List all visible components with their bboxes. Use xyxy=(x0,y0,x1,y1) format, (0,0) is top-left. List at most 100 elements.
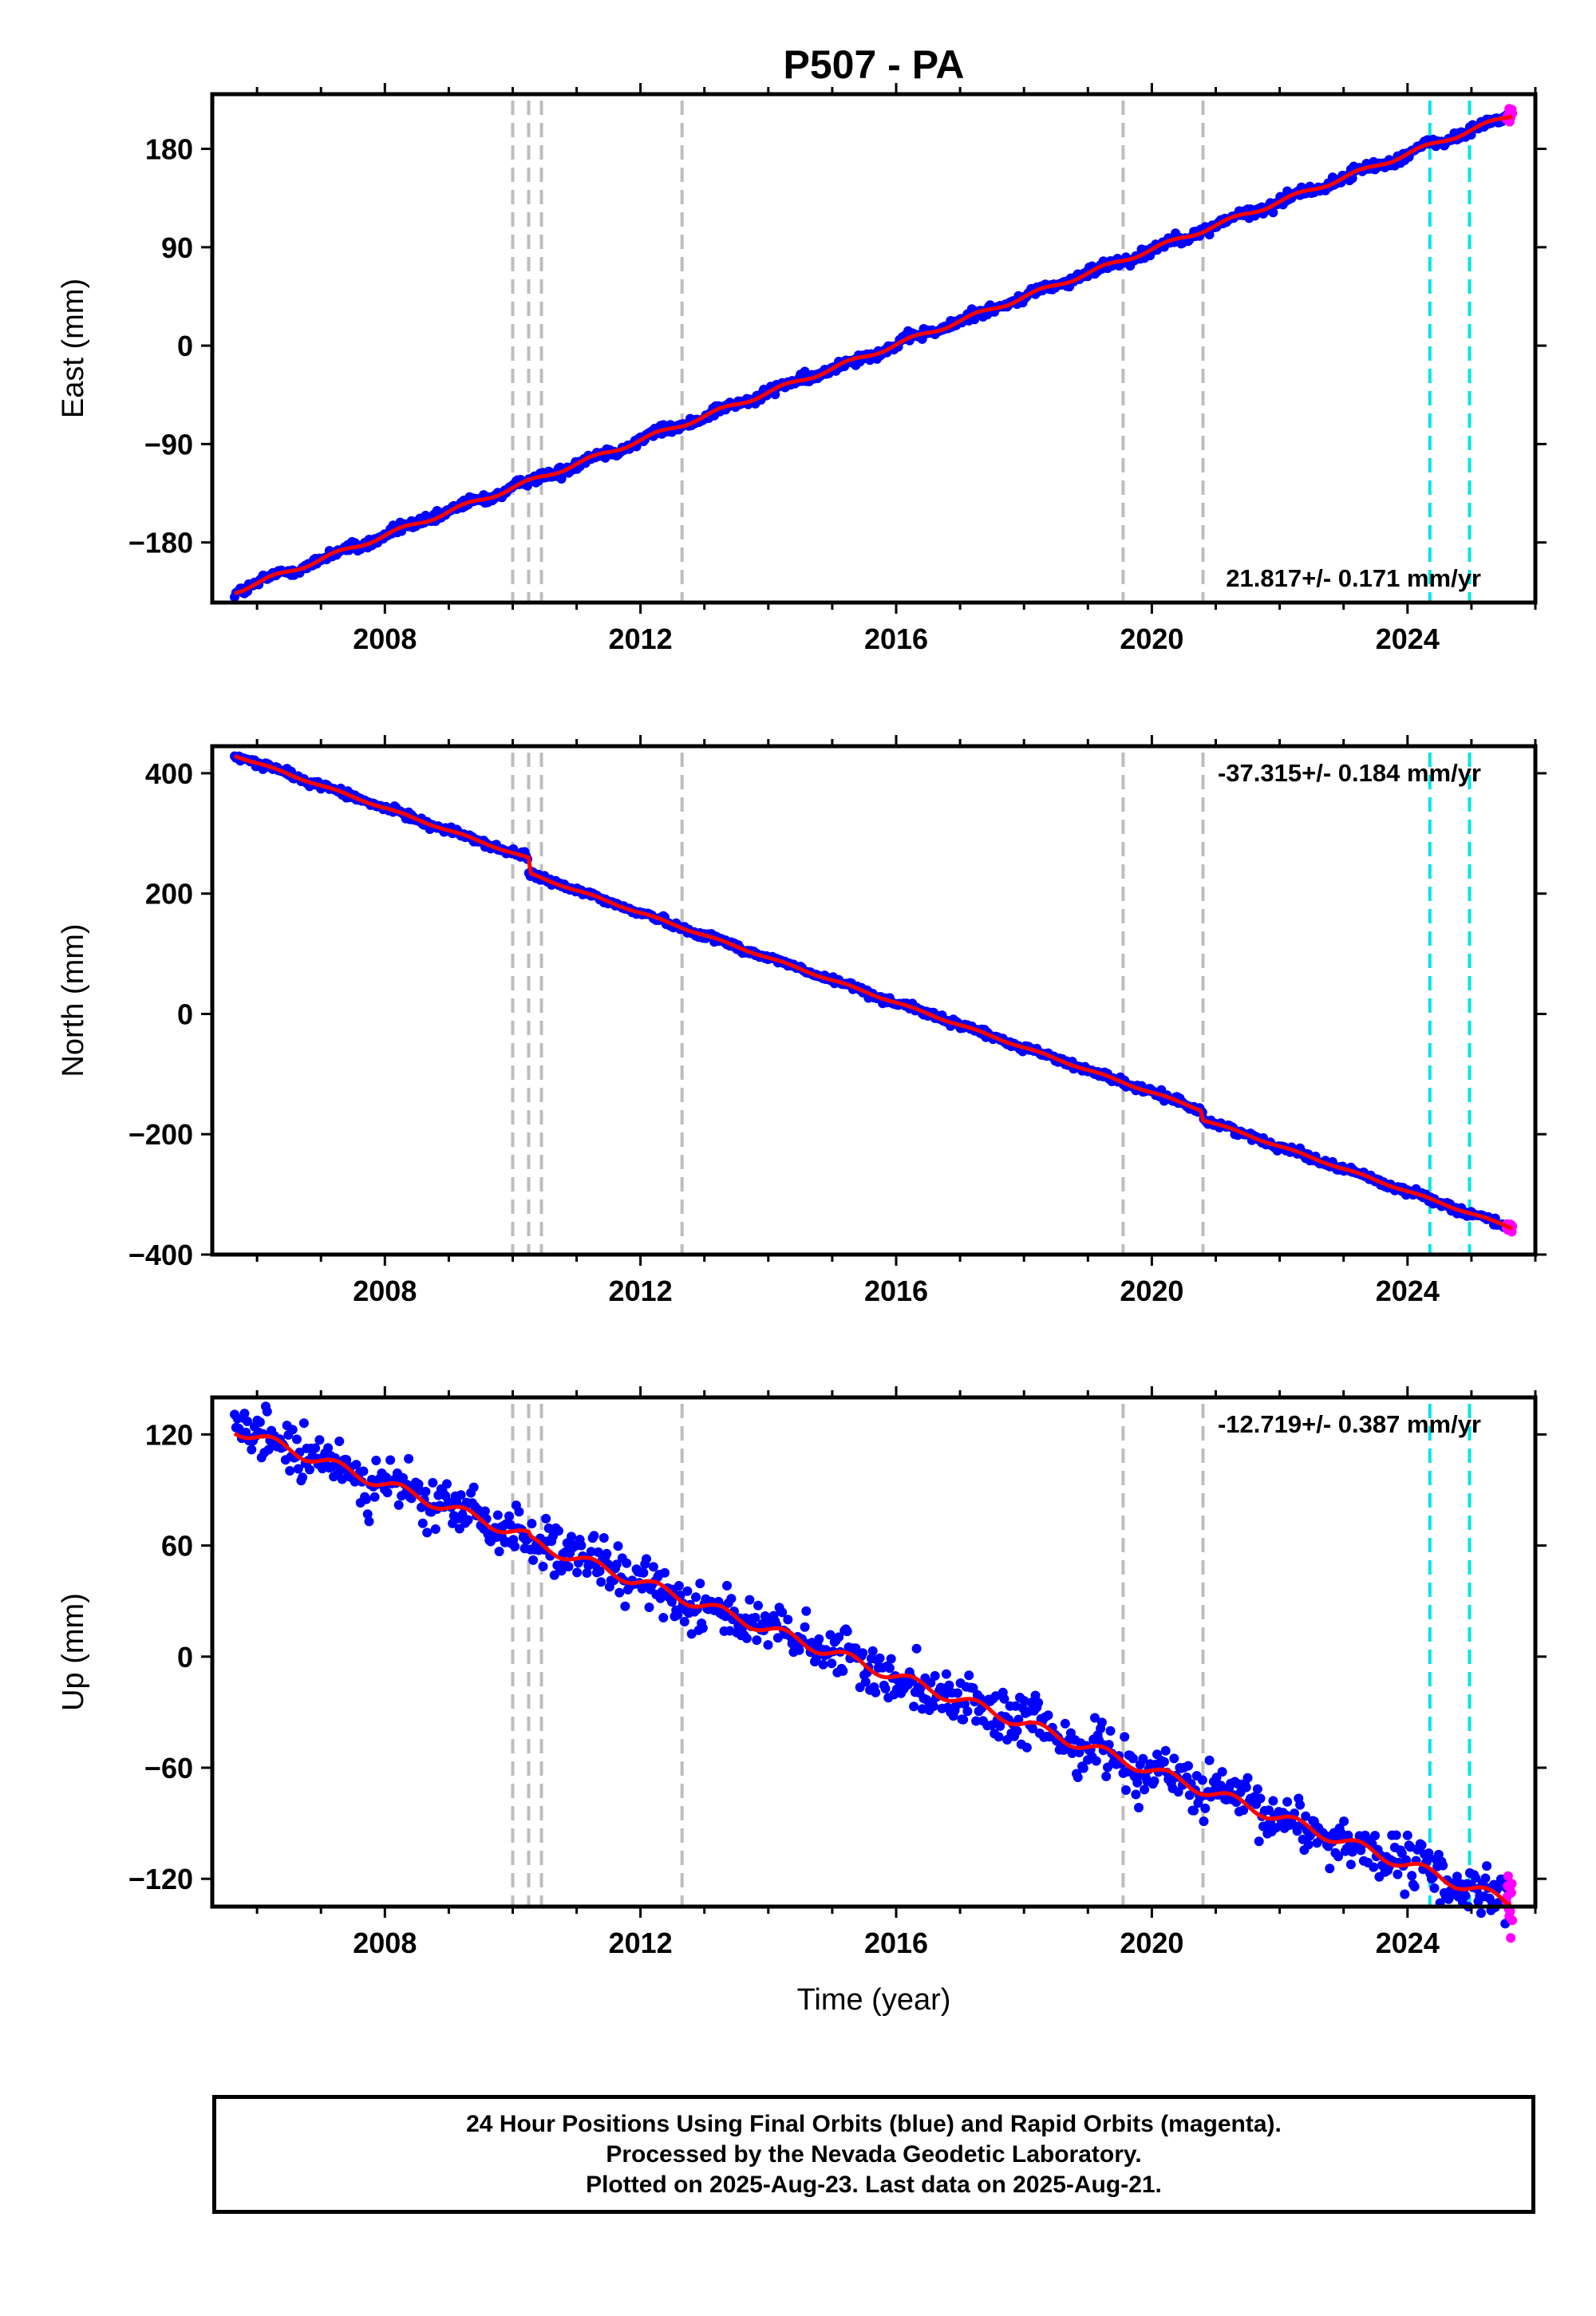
final-orbit-point xyxy=(358,1466,369,1476)
final-orbit-point xyxy=(642,1554,651,1564)
final-orbit-point xyxy=(834,1632,844,1642)
final-orbit-point xyxy=(1369,1862,1379,1872)
x-tick-label: 2024 xyxy=(1376,622,1440,655)
final-orbit-point xyxy=(1393,1869,1403,1879)
final-orbit-point xyxy=(1254,1836,1264,1847)
final-orbit-point xyxy=(1303,1840,1314,1850)
final-orbit-point xyxy=(673,1610,682,1620)
y-tick-label: 90 xyxy=(161,231,193,264)
final-orbit-point xyxy=(323,1443,334,1453)
final-orbit-point xyxy=(726,1594,737,1604)
y-tick-label: 200 xyxy=(145,878,193,911)
final-orbit-point xyxy=(842,1626,852,1637)
final-orbit-point xyxy=(1370,1831,1381,1840)
model-fit-line xyxy=(233,1431,1514,1910)
final-orbit-point xyxy=(1091,1756,1101,1766)
final-orbit-point xyxy=(576,1540,587,1551)
final-orbit-point xyxy=(613,1541,623,1551)
final-orbit-point xyxy=(1159,1757,1169,1767)
final-orbit-point xyxy=(1325,1863,1335,1874)
final-orbit-point xyxy=(1452,1871,1462,1882)
final-orbit-point xyxy=(598,1533,609,1543)
final-orbit-point xyxy=(1169,1753,1179,1764)
final-orbit-point xyxy=(1204,1755,1215,1765)
final-orbit-point xyxy=(287,1425,298,1435)
final-orbit-point xyxy=(1078,1763,1088,1773)
footer-line-1: 24 Hour Positions Using Final Orbits (bl… xyxy=(466,2110,1282,2137)
final-orbit-point xyxy=(1429,1883,1440,1893)
final-orbit-point xyxy=(886,1654,896,1664)
final-orbit-point xyxy=(421,1487,431,1496)
panel-3: 2008 2012 2016 2020 2024 120 60 0 −60 −120 Up (mm)… xyxy=(57,1386,1547,1959)
final-orbit-point xyxy=(968,1683,978,1694)
final-orbit-point xyxy=(1217,1767,1227,1777)
final-orbit-point xyxy=(527,1519,537,1529)
x-tick-label: 2008 xyxy=(353,1275,417,1307)
final-orbit-point xyxy=(305,1464,314,1475)
final-orbit-point xyxy=(1238,1805,1249,1816)
final-orbit-point xyxy=(595,1566,605,1576)
model-fit-line xyxy=(234,114,1513,595)
x-tick-label: 2012 xyxy=(609,1275,673,1307)
final-orbit-point xyxy=(1396,1848,1407,1858)
final-orbit-point xyxy=(800,1622,810,1632)
final-orbit-point xyxy=(1028,1723,1037,1733)
final-orbit-point xyxy=(750,1612,760,1622)
final-orbit-point xyxy=(1401,1855,1412,1865)
final-orbit-point xyxy=(911,1643,922,1654)
final-orbit-point xyxy=(1149,1776,1159,1786)
final-orbit-point xyxy=(944,1680,954,1690)
rate-label: -12.719+/- 0.387 mm/yr xyxy=(1218,1410,1481,1438)
final-orbit-point xyxy=(1132,1777,1143,1788)
final-orbit-point xyxy=(1013,1714,1024,1725)
final-orbit-point xyxy=(660,1567,670,1578)
final-orbit-point xyxy=(556,1566,567,1576)
y-axis-label: East (mm) xyxy=(57,279,90,418)
final-orbit-point xyxy=(582,1568,592,1578)
panel-2: 2008 2012 2016 2020 2024 400 200 0 −200 −400 North… xyxy=(57,735,1547,1307)
final-orbit-point xyxy=(827,1658,837,1669)
final-orbit-point xyxy=(1105,1725,1116,1736)
final-orbit-point xyxy=(1282,1796,1293,1807)
final-orbit-point xyxy=(644,1603,654,1612)
final-orbit-point xyxy=(1356,1845,1366,1856)
final-orbit-point xyxy=(958,1714,969,1725)
final-orbit-point xyxy=(480,1506,490,1516)
final-orbit-point xyxy=(364,1516,374,1527)
y-tick-label: −120 xyxy=(128,1863,193,1895)
final-orbit-point xyxy=(1333,1852,1343,1862)
final-orbit-point xyxy=(995,1721,1005,1731)
final-orbit-point xyxy=(310,1443,321,1453)
final-orbit-point xyxy=(990,1691,1001,1701)
model-fit-line xyxy=(234,753,1514,1231)
x-tick-label: 2020 xyxy=(1120,1275,1183,1307)
final-orbit-point xyxy=(1271,1823,1281,1833)
y-tick-label: 120 xyxy=(145,1418,193,1451)
final-orbit-point xyxy=(930,1670,940,1681)
rate-label: 21.817+/- 0.171 mm/yr xyxy=(1226,564,1481,592)
y-tick-label: 400 xyxy=(145,757,193,790)
final-orbit-point xyxy=(262,1406,272,1417)
final-orbit-point xyxy=(1197,1775,1207,1785)
final-orbit-point xyxy=(247,1445,257,1455)
final-orbit-point xyxy=(494,1547,504,1556)
final-orbit-point xyxy=(909,1701,919,1712)
final-orbit-point xyxy=(1345,1860,1356,1870)
rapid-orbit-point xyxy=(1506,1933,1516,1943)
final-orbit-point xyxy=(563,1562,574,1571)
final-orbit-point xyxy=(371,1456,381,1465)
y-tick-label: 0 xyxy=(177,998,193,1031)
rapid-orbit-point xyxy=(1505,1907,1515,1916)
final-orbit-point xyxy=(510,1541,520,1551)
final-orbit-point xyxy=(1476,1908,1486,1919)
final-orbit-point xyxy=(959,1699,970,1709)
final-orbit-point xyxy=(818,1659,828,1670)
final-orbit-point xyxy=(622,1558,632,1568)
y-tick-label: 180 xyxy=(145,133,193,166)
final-orbit-point xyxy=(1121,1785,1131,1795)
final-orbit-point xyxy=(1189,1805,1199,1816)
final-orbit-point xyxy=(239,1409,250,1419)
final-orbit-point xyxy=(1160,1745,1171,1756)
final-orbit-point xyxy=(722,1580,732,1591)
final-orbit-point xyxy=(871,1687,881,1697)
